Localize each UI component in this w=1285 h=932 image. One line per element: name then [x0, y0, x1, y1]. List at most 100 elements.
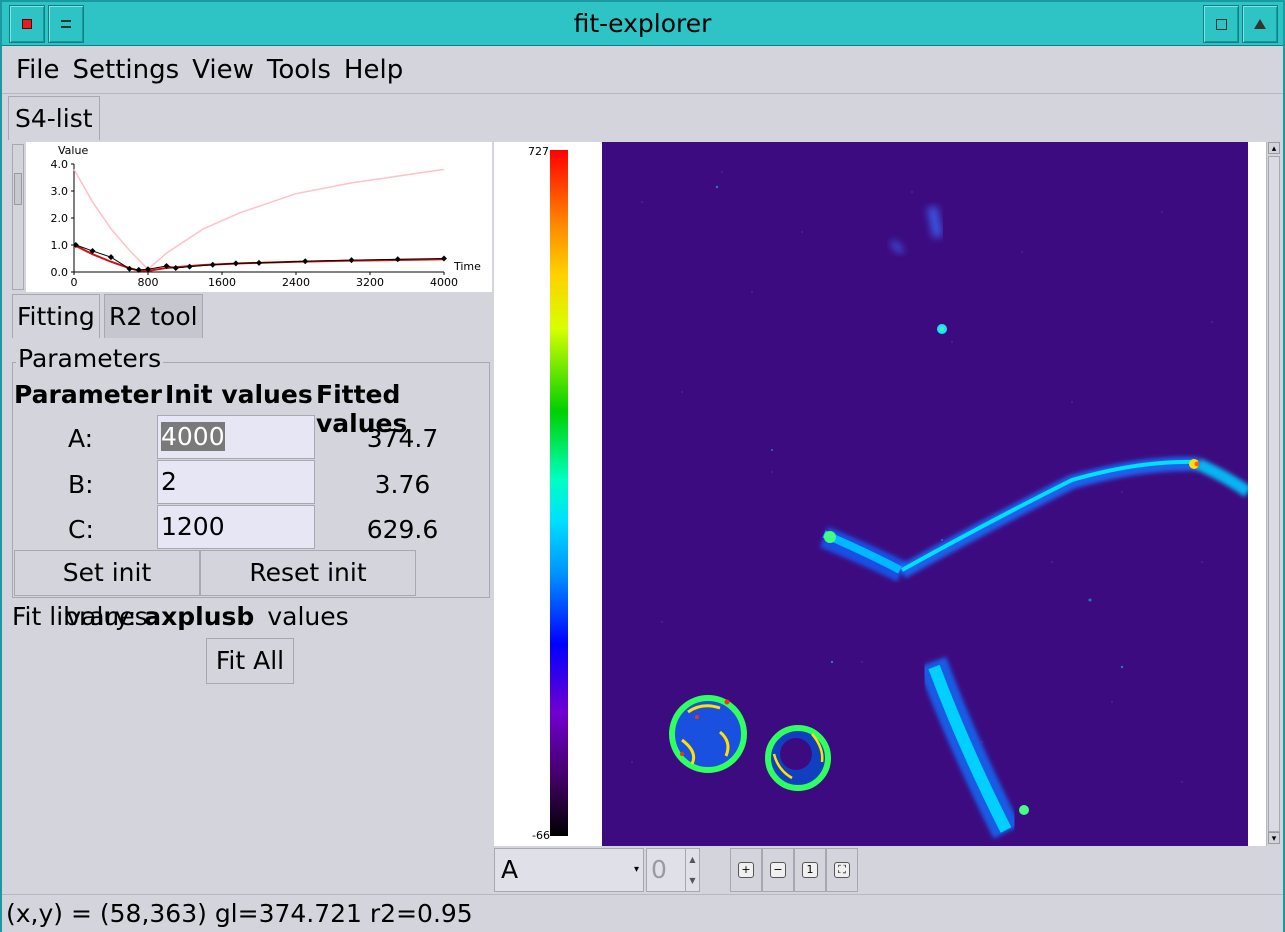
- menu-file[interactable]: File: [16, 54, 60, 85]
- restore-icon: [1215, 18, 1227, 30]
- y-axis-label: Value: [58, 144, 88, 157]
- x-tick-label: 800: [138, 276, 159, 289]
- data-point-marker: [348, 257, 355, 264]
- x-tick-label: 2400: [282, 276, 310, 289]
- parameters-group-title: Parameters: [16, 344, 164, 373]
- data-point-marker: [163, 263, 170, 270]
- title-bar[interactable]: fit-explorer: [2, 2, 1283, 46]
- scroll-thumb[interactable]: [14, 173, 22, 205]
- tab-s4-list[interactable]: S4-list: [8, 96, 100, 140]
- data-point-marker: [172, 264, 179, 271]
- series-line-2: [75, 244, 445, 271]
- image-scroll-thumb[interactable]: [1268, 156, 1280, 832]
- data-point-marker: [302, 258, 309, 265]
- data-point-marker: [441, 255, 447, 262]
- y-tick-label: 0.0: [51, 266, 69, 279]
- y-tick-label: 1.0: [51, 239, 69, 252]
- x-tick-label: 1600: [208, 276, 236, 289]
- zoom-in-button[interactable]: +: [730, 848, 762, 892]
- zoom-fit-button[interactable]: ⛶: [826, 848, 858, 892]
- restore-button[interactable]: [1203, 5, 1239, 43]
- data-point-marker: [232, 260, 239, 267]
- scroll-up-arrow[interactable]: ▴: [1268, 142, 1280, 154]
- menu-bar: File Settings View Tools Help: [2, 46, 1283, 94]
- series-line-0: [73, 168, 445, 271]
- triangle-up-icon: [1254, 19, 1266, 29]
- fit-library-label: Fit library:: [12, 602, 137, 631]
- x-tick-label: 4000: [430, 276, 458, 289]
- data-point-marker: [394, 256, 401, 263]
- frame-spinbox[interactable]: 0 ▲ ▼: [646, 848, 700, 892]
- data-point-marker: [72, 242, 79, 248]
- data-point-marker: [145, 266, 151, 273]
- spin-down-icon[interactable]: ▼: [685, 870, 699, 891]
- menu-help[interactable]: Help: [343, 54, 404, 85]
- fit-plot: 0 800 1600 2400 3200 4000 0.0 1.0 2.0 3.0 4.0 Value…: [26, 142, 492, 292]
- param-c-init-input[interactable]: 1200: [157, 505, 315, 549]
- header-parameter: Parameter: [14, 380, 162, 409]
- param-a-init-value: 4000: [161, 422, 225, 451]
- data-point-marker: [126, 265, 133, 272]
- data-point-marker: [186, 263, 193, 270]
- window-title: fit-explorer: [573, 9, 712, 38]
- status-bar: (x,y) = (58,363) gl=374.721 r2=0.95: [2, 894, 1283, 932]
- tab-fitting[interactable]: Fitting: [12, 294, 100, 338]
- data-point-marker: [256, 259, 262, 266]
- fit-library-value: axplusb: [144, 602, 255, 631]
- frame-spinbox-value: 0: [651, 855, 667, 884]
- channel-select[interactable]: A ▾: [494, 848, 644, 892]
- close-square-icon: [22, 19, 32, 29]
- left-panel: 0 800 1600 2400 3200 4000 0.0 1.0 2.0 3.0 4.0 Value…: [8, 140, 492, 892]
- fit-parameter-map[interactable]: [602, 142, 1248, 846]
- data-point-marker: [108, 254, 114, 261]
- plot-scrollbar[interactable]: [12, 144, 24, 290]
- zoom-1to1-icon: 1: [802, 862, 818, 878]
- image-scrollbar[interactable]: ▴ ▾: [1266, 142, 1281, 846]
- param-c-fitted: 629.6: [366, 515, 439, 544]
- colorbar-max-label: 727: [528, 145, 549, 158]
- data-point-marker: [209, 261, 216, 268]
- zoom-in-icon: +: [738, 862, 754, 878]
- colorbar-min-label: -66: [532, 829, 550, 842]
- list-icon: [61, 20, 71, 28]
- header-fitted-values: Fitted values: [316, 380, 408, 438]
- fit-all-button[interactable]: Fit All: [206, 638, 294, 684]
- param-a-label: A:: [68, 424, 94, 453]
- zoom-out-icon: −: [770, 862, 786, 878]
- maximize-button[interactable]: [1242, 5, 1278, 43]
- x-tick-label: 0: [71, 276, 78, 289]
- header-init-values: Init values: [165, 380, 313, 409]
- scroll-down-arrow[interactable]: ▾: [1268, 832, 1280, 844]
- colorbar: [550, 150, 568, 836]
- shade-button[interactable]: [48, 5, 84, 43]
- channel-select-value: A: [501, 855, 519, 884]
- parameters-group: [12, 362, 490, 598]
- zoom-fit-icon: ⛶: [834, 862, 850, 878]
- y-tick-label: 2.0: [51, 212, 69, 225]
- param-a-init-input[interactable]: 4000: [157, 415, 315, 459]
- x-axis-label: Time: [453, 260, 481, 273]
- tab-r2-tool[interactable]: R2 tool: [104, 294, 203, 338]
- menu-tools[interactable]: Tools: [266, 54, 331, 85]
- zoom-reset-button[interactable]: 1: [794, 848, 826, 892]
- chevron-down-icon: ▾: [633, 864, 639, 875]
- param-a-fitted: 374.7: [366, 424, 439, 453]
- param-b-label: B:: [68, 470, 94, 499]
- param-b-fitted: 3.76: [374, 470, 431, 499]
- fit-plot-svg: 0 800 1600 2400 3200 4000 0.0 1.0 2.0 3.0 4.0Value…: [51, 144, 482, 289]
- x-tick-label: 3200: [356, 276, 384, 289]
- menu-settings[interactable]: Settings: [72, 54, 180, 85]
- spin-up-icon[interactable]: ▲: [685, 849, 699, 870]
- parameter-map-image: [631, 171, 1248, 839]
- reset-init-values-button[interactable]: Reset init values: [200, 550, 416, 631]
- fit-library: Fit library: axplusb: [12, 602, 254, 631]
- set-init-values-button[interactable]: Set init values: [14, 550, 200, 631]
- window-menu-button[interactable]: [9, 5, 45, 43]
- menu-view[interactable]: View: [192, 54, 254, 85]
- param-c-label: C:: [68, 515, 94, 544]
- data-point-marker: [89, 247, 96, 254]
- param-b-init-input[interactable]: 2: [157, 460, 315, 504]
- data-point-marker: [135, 266, 142, 273]
- zoom-out-button[interactable]: −: [762, 848, 794, 892]
